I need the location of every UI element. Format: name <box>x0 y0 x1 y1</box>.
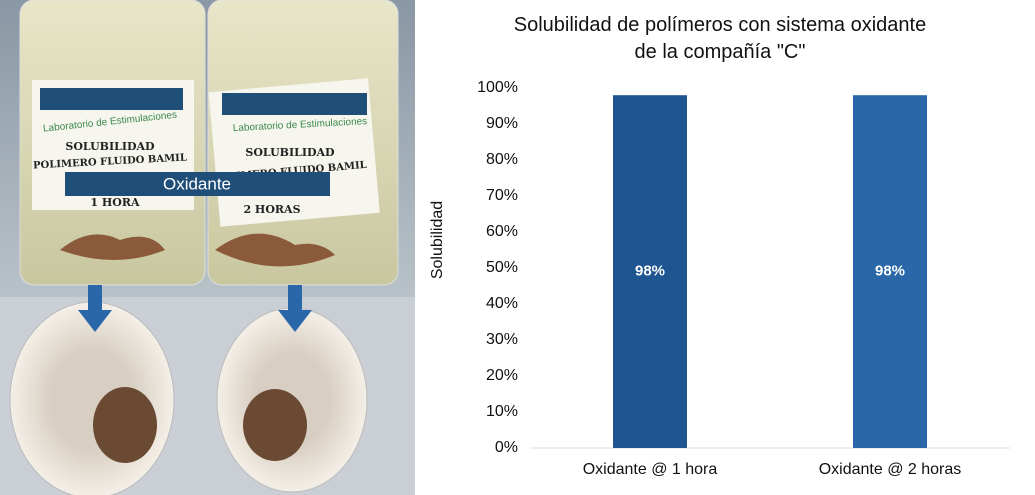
y-axis-label: Solubilidad <box>429 201 446 279</box>
y-tick-label: 0% <box>495 439 518 456</box>
y-tick-label: 50% <box>486 259 518 276</box>
bar <box>853 95 927 448</box>
y-tick-label: 10% <box>486 403 518 420</box>
y-tick-label: 30% <box>486 331 518 348</box>
bottle-label: 2 HORAS <box>243 203 300 216</box>
bottle-label: 1 HORA <box>90 196 140 209</box>
bottle-label: SOLUBILIDAD <box>65 140 155 153</box>
value-label: 98% <box>635 263 665 280</box>
x-tick-label: Oxidante @ 1 hora <box>583 461 718 478</box>
y-tick-label: 70% <box>486 187 518 204</box>
bottle-label: SOLUBILIDAD <box>245 146 335 159</box>
bar <box>613 95 687 448</box>
y-tick-label: 80% <box>486 151 518 168</box>
y-tick-label: 100% <box>477 79 518 96</box>
y-tick-label: 90% <box>486 115 518 132</box>
photo: Laboratorio de Estimulaciones SOLUBILIDA… <box>0 0 415 495</box>
x-tick-label: Oxidante @ 2 horas <box>819 461 962 478</box>
chart-title: Solubilidad de polímeros con sistema oxi… <box>513 14 927 63</box>
value-label: 98% <box>875 263 905 280</box>
y-tick-label: 40% <box>486 295 518 312</box>
y-tick-label: 60% <box>486 223 518 240</box>
y-tick-label: 20% <box>486 367 518 384</box>
overlay-label: Oxidante <box>163 174 231 193</box>
